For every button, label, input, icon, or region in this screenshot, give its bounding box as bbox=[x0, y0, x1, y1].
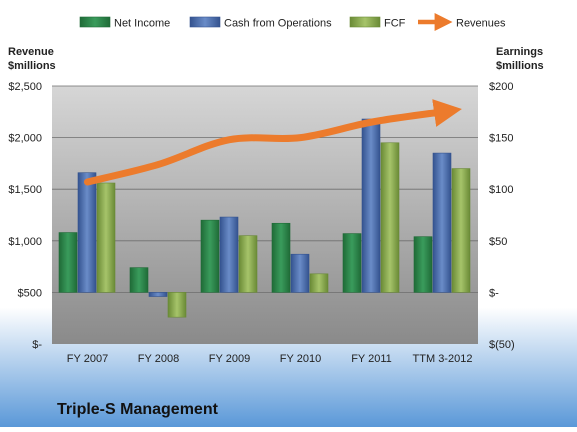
plot-area bbox=[52, 86, 478, 344]
legend-label-revenues: Revenues bbox=[456, 18, 506, 30]
x-tick-label: FY 2011 bbox=[351, 353, 392, 365]
right-axis-title-line1: Earnings bbox=[496, 46, 543, 58]
line-revenues bbox=[84, 99, 462, 186]
legend-label-cash-from-operations: Cash from Operations bbox=[224, 18, 332, 30]
bar-cash-from-operations bbox=[432, 152, 452, 293]
bar-fcf bbox=[451, 168, 471, 293]
bar-net-income bbox=[413, 236, 433, 293]
x-tick-label: FY 2010 bbox=[280, 353, 321, 365]
bar-net-income bbox=[200, 219, 220, 293]
left-tick-label: $1,500 bbox=[8, 184, 42, 196]
right-axis-title-line2: $millions bbox=[496, 60, 544, 72]
chart-title: Triple-S Management bbox=[57, 401, 219, 418]
legend-swatch-net-income bbox=[79, 16, 111, 28]
right-tick-label: $200 bbox=[489, 81, 513, 93]
legend-swatch-fcf bbox=[349, 16, 381, 28]
right-tick-label: $50 bbox=[489, 236, 507, 248]
left-axis-title-line1: Revenue bbox=[8, 46, 54, 58]
bar-fcf bbox=[167, 292, 187, 318]
revenue-line-group bbox=[84, 99, 462, 186]
left-tick-label: $- bbox=[32, 339, 42, 351]
bar-fcf bbox=[309, 273, 329, 293]
left-tick-label: $2,000 bbox=[8, 133, 42, 145]
right-tick-label: $(50) bbox=[489, 339, 515, 351]
left-axis-title-line2: $millions bbox=[8, 60, 56, 72]
right-tick-label: $- bbox=[489, 287, 499, 299]
bars-group bbox=[58, 118, 471, 318]
bar-net-income bbox=[271, 222, 291, 293]
bar-net-income bbox=[129, 267, 149, 293]
x-tick-label: FY 2007 bbox=[67, 353, 108, 365]
x-tick-label: FY 2009 bbox=[209, 353, 250, 365]
legend-label-net-income: Net Income bbox=[114, 18, 170, 30]
left-tick-label: $2,500 bbox=[8, 81, 42, 93]
legend-label-fcf: FCF bbox=[384, 18, 406, 30]
bar-fcf bbox=[96, 182, 116, 293]
x-tick-label: TTM 3-2012 bbox=[413, 353, 473, 365]
x-tick-label: FY 2008 bbox=[138, 353, 179, 365]
bar-net-income bbox=[342, 233, 362, 293]
bar-fcf bbox=[238, 235, 258, 293]
legend: Net Income Cash from Operations FCF Reve… bbox=[79, 13, 506, 31]
bar-cash-from-operations bbox=[219, 216, 239, 293]
left-tick-label: $1,000 bbox=[8, 236, 42, 248]
axes-group: $- $500 $1,000 $1,500 $2,000 $2,500 $(50) $- $50… bbox=[8, 81, 514, 365]
bar-net-income bbox=[58, 232, 78, 293]
bar-cash-from-operations bbox=[148, 292, 168, 297]
bar-cash-from-operations bbox=[77, 172, 97, 293]
legend-swatch-cash-from-operations bbox=[189, 16, 221, 28]
bar-fcf bbox=[380, 142, 400, 293]
right-tick-label: $100 bbox=[489, 184, 513, 196]
bar-cash-from-operations bbox=[361, 118, 381, 293]
right-tick-label: $150 bbox=[489, 133, 513, 145]
left-tick-label: $500 bbox=[18, 287, 42, 299]
bar-cash-from-operations bbox=[290, 253, 310, 293]
